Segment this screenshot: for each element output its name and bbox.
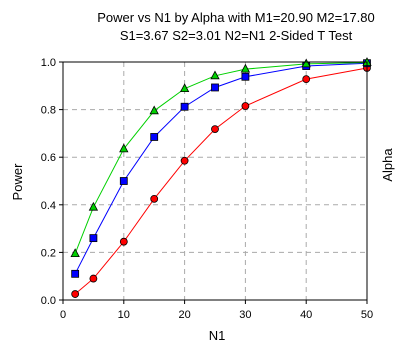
data-point [179, 83, 190, 93]
data-point [119, 143, 129, 153]
series-line [74, 61, 368, 254]
data-point [241, 102, 250, 110]
data-point [241, 72, 250, 81]
y-tick-label: 0.0 [41, 295, 56, 307]
data-point [149, 105, 159, 115]
data-point [71, 269, 80, 278]
x-tick-label: 30 [239, 309, 251, 321]
y-tick-label: 0.6 [41, 152, 56, 164]
plot-frame [62, 61, 368, 301]
x-tick-label: 50 [361, 309, 373, 321]
series-lines [74, 61, 368, 295]
y-tick-label: 0.2 [41, 247, 56, 259]
series-line [74, 62, 368, 275]
data-point [302, 75, 311, 84]
chart-title-line2: S1=3.67 S2=3.01 N2=N1 2-Sided T Test [120, 28, 353, 43]
data-point [240, 63, 251, 73]
data-point [180, 102, 189, 111]
data-point [88, 201, 99, 211]
data-point [211, 83, 219, 92]
data-point [70, 248, 80, 257]
y-tick-label: 1.0 [41, 57, 56, 69]
data-point [210, 70, 220, 80]
legend-title: Alpha [380, 148, 395, 182]
x-axis-label: N1 [209, 328, 226, 343]
y-tick-label: 0.8 [41, 105, 56, 117]
data-point [150, 133, 159, 141]
x-tick-label: 40 [300, 309, 312, 321]
data-point [211, 125, 219, 134]
grid [63, 62, 367, 300]
series-markers [70, 57, 372, 298]
data-point [180, 156, 189, 165]
x-tick-label: 10 [118, 309, 130, 321]
x-tick-label: 0 [60, 309, 66, 321]
x-tick-label: 20 [178, 309, 190, 321]
data-point [89, 234, 98, 243]
axis-ticks: 0 10 20 30 40 50 0.0 0.2 0.4 0.6 0.8 1.0 [41, 57, 373, 321]
data-point [89, 274, 98, 283]
data-point [150, 194, 159, 203]
data-point [119, 237, 128, 246]
data-point [119, 177, 128, 185]
series-line [74, 67, 368, 295]
data-point [71, 290, 80, 298]
chart-title-line1: Power vs N1 by Alpha with M1=20.90 M2=17… [97, 10, 375, 25]
data-point [301, 58, 311, 68]
y-axis-label: Power [10, 163, 25, 201]
y-tick-label: 0.4 [41, 200, 56, 212]
